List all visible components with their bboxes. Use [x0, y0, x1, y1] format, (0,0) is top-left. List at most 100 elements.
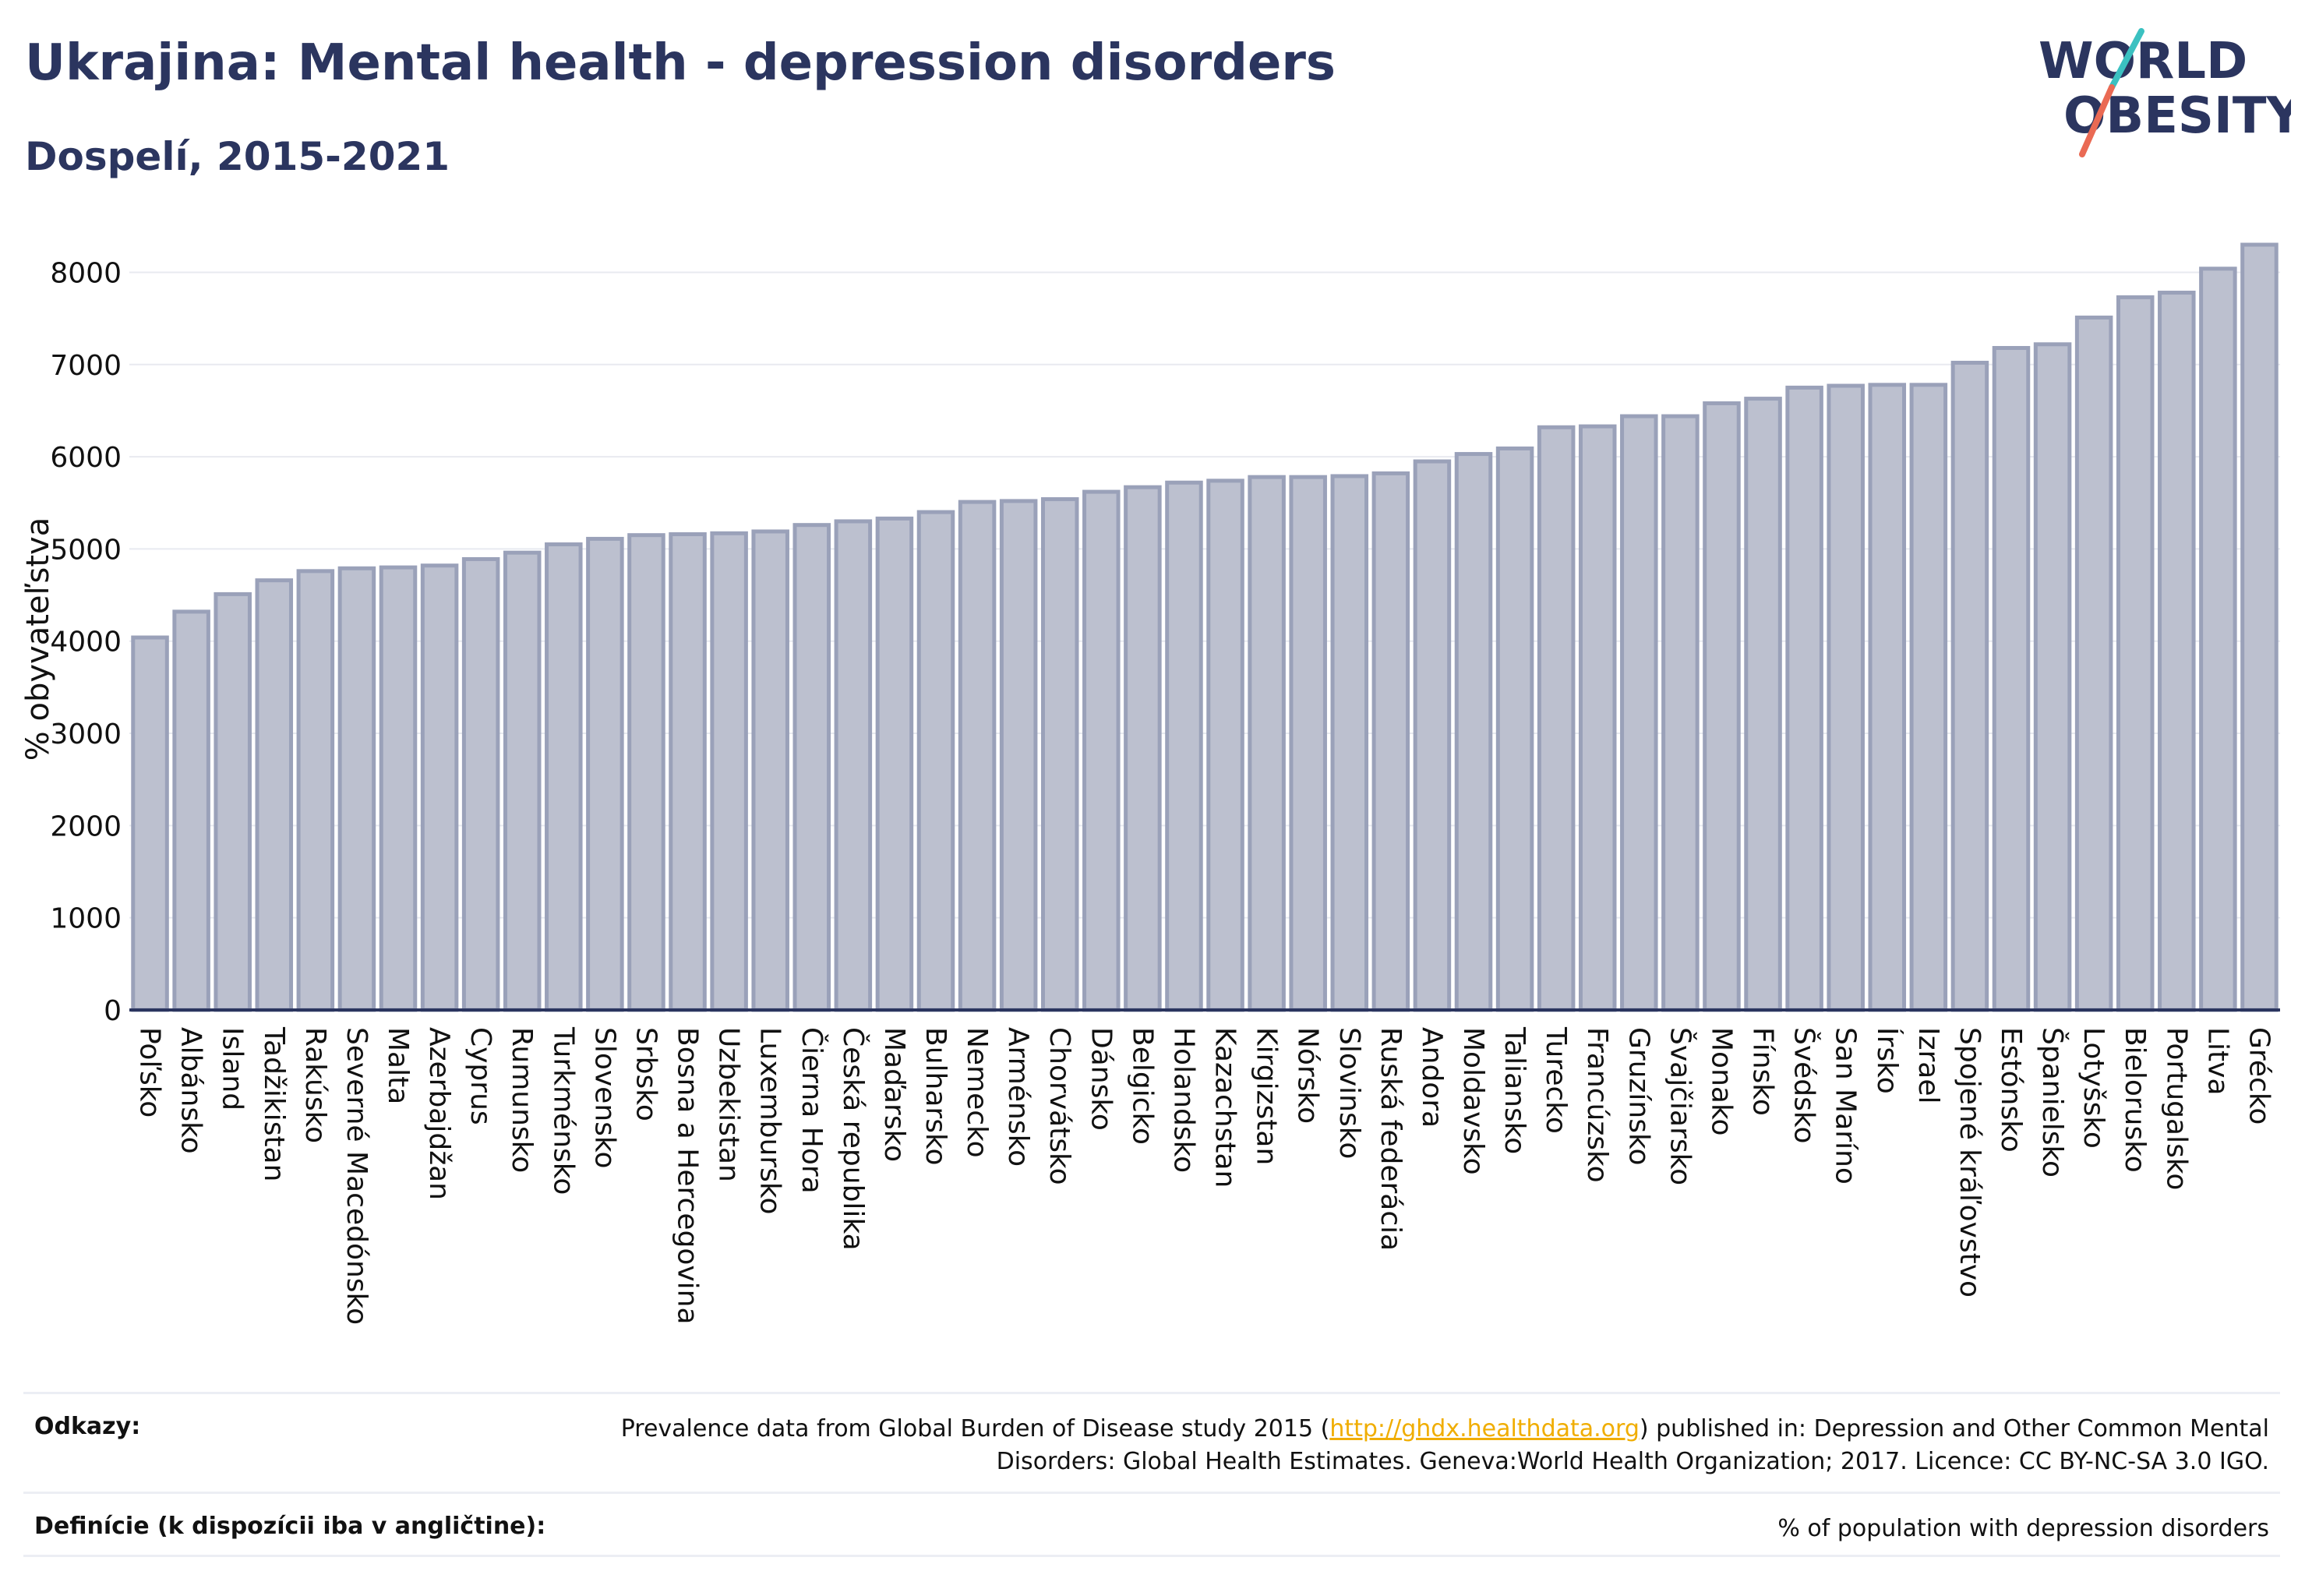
- x-tick-label: Poľsko: [134, 1027, 166, 1118]
- bar: [2074, 315, 2113, 1012]
- bar: [1827, 383, 1865, 1012]
- x-tick-label: Gruzínsko: [1622, 1027, 1654, 1166]
- x-tick-label: Chorvátsko: [1043, 1027, 1075, 1185]
- x-tick-label: Slovensko: [588, 1027, 620, 1169]
- bar: [545, 542, 583, 1012]
- x-tick-label: Švajčiarsko: [1664, 1027, 1696, 1185]
- bar: [1082, 489, 1121, 1012]
- bar: [1785, 385, 1823, 1012]
- bar: [751, 529, 789, 1012]
- y-tick-label: 3000: [50, 719, 122, 750]
- bar: [1661, 414, 1700, 1012]
- x-tick-label: Belgicko: [1126, 1027, 1158, 1145]
- x-tick-label: Litva: [2201, 1027, 2233, 1096]
- x-tick-label: Čierna Hora: [796, 1027, 828, 1194]
- bar: [172, 609, 210, 1012]
- x-tick-label: Portugalsko: [2160, 1027, 2192, 1190]
- bar: [958, 500, 997, 1012]
- bar: [1330, 474, 1369, 1012]
- y-tick-label: 8000: [50, 257, 122, 289]
- bar: [1703, 401, 1741, 1012]
- x-tick-label: Česká republika: [837, 1027, 870, 1251]
- x-tick-label: Uzbekistan: [713, 1027, 745, 1182]
- x-tick-label: Francúzsko: [1581, 1027, 1613, 1183]
- y-axis-ticks: 0 1000 2000 3000 4000 5000 6000 7000 8000: [50, 257, 122, 1027]
- bar: [1620, 414, 1658, 1012]
- bars: [131, 242, 2279, 1012]
- bar: [1413, 459, 1452, 1012]
- bar: [214, 591, 252, 1012]
- bar: [1950, 360, 1989, 1012]
- x-tick-label: Luxembursko: [754, 1027, 786, 1214]
- y-tick-label: 1000: [50, 903, 122, 935]
- world-obesity-logo: WORLD OBESITY: [2038, 28, 2291, 157]
- bar: [255, 578, 294, 1012]
- x-tick-label: Azerbajdžan: [423, 1027, 455, 1200]
- x-tick-label: Turecko: [1540, 1026, 1572, 1134]
- x-tick-label: Bielorusko: [2119, 1027, 2151, 1173]
- bar: [2158, 291, 2196, 1012]
- x-tick-label: Monako: [1705, 1027, 1737, 1136]
- x-tick-label: Švédsko: [1788, 1027, 1821, 1144]
- sources-text-after: ) published in: Depression and Other Com…: [996, 1415, 2269, 1475]
- x-tick-label: Kazachstan: [1209, 1027, 1241, 1188]
- y-axis-label: % obyvateľstva: [20, 517, 56, 761]
- y-tick-label: 5000: [50, 534, 122, 566]
- bar: [586, 536, 624, 1012]
- y-tick-label: 7000: [50, 350, 122, 382]
- x-tick-label: Fínsko: [1747, 1027, 1779, 1116]
- sources-text: Prevalence data from Global Burden of Di…: [594, 1413, 2269, 1478]
- bar: [1454, 452, 1493, 1012]
- x-tick-label: Maďarsko: [878, 1027, 910, 1162]
- x-tick-label: Španielsko: [2036, 1027, 2069, 1178]
- definitions-label: Definície (k dispozícii iba v angličtine…: [34, 1513, 546, 1540]
- x-tick-label: Arménsko: [1002, 1027, 1034, 1167]
- x-tick-label: Taliansko: [1498, 1026, 1530, 1154]
- x-tick-label: Izrael: [1912, 1027, 1944, 1104]
- bar: [1868, 383, 1907, 1012]
- bar: [131, 635, 169, 1012]
- bar: [875, 516, 914, 1012]
- bar: [1289, 475, 1327, 1012]
- y-tick-label: 6000: [50, 442, 122, 474]
- sources-text-before: Prevalence data from Global Burden of Di…: [620, 1415, 1330, 1442]
- x-tick-label: Severné Macedónsko: [341, 1027, 372, 1325]
- bar: [2199, 267, 2237, 1012]
- x-tick-label: Turkménsko: [547, 1026, 579, 1195]
- bar: [2240, 242, 2279, 1012]
- page-subtitle: Dospelí, 2015-2021: [25, 134, 450, 179]
- logo-slash-teal: [2109, 28, 2144, 90]
- x-tick-label: Estónsko: [1995, 1027, 2027, 1153]
- x-tick-label: Slovinsko: [1333, 1027, 1365, 1159]
- bar: [1744, 397, 1782, 1012]
- x-tick-label: Grécko: [2243, 1027, 2275, 1125]
- x-tick-label: Moldavsko: [1457, 1027, 1489, 1175]
- bar: [669, 532, 707, 1012]
- x-tick-label: Tadžikistan: [258, 1026, 290, 1181]
- x-tick-label: Island: [217, 1027, 249, 1110]
- sources-label: Odkazy:: [34, 1413, 141, 1440]
- bar: [627, 533, 665, 1012]
- x-tick-label: Holandsko: [1167, 1027, 1199, 1173]
- bar: [1537, 425, 1576, 1012]
- bar: [503, 550, 542, 1012]
- x-axis-labels: Poľsko Albánsko Island Tadžikistan Rakúsko Se…: [134, 1026, 2275, 1325]
- x-tick-label: Nórsko: [1292, 1027, 1324, 1124]
- x-tick-label: Bulharsko: [920, 1027, 951, 1166]
- y-tick-label: 0: [104, 995, 122, 1027]
- x-tick-label: Srbsko: [630, 1027, 662, 1121]
- bar: [1495, 446, 1534, 1012]
- bar: [792, 523, 831, 1012]
- bar: [1992, 346, 2031, 1012]
- logo-slash-coral: [2079, 84, 2115, 157]
- sources-link[interactable]: http://ghdx.healthdata.org: [1329, 1415, 1640, 1442]
- x-tick-label: Ruská federácia: [1375, 1027, 1407, 1251]
- bar: [916, 510, 955, 1012]
- bar: [999, 499, 1038, 1012]
- x-tick-label: Albánsko: [175, 1027, 207, 1154]
- bar: [1040, 497, 1079, 1012]
- x-tick-label: Rumunsko: [506, 1027, 538, 1173]
- bar: [1206, 478, 1244, 1012]
- page-title: Ukrajina: Mental health - depression dis…: [25, 34, 1336, 92]
- definitions-row: Definície (k dispozícii iba v angličtine…: [23, 1492, 2280, 1557]
